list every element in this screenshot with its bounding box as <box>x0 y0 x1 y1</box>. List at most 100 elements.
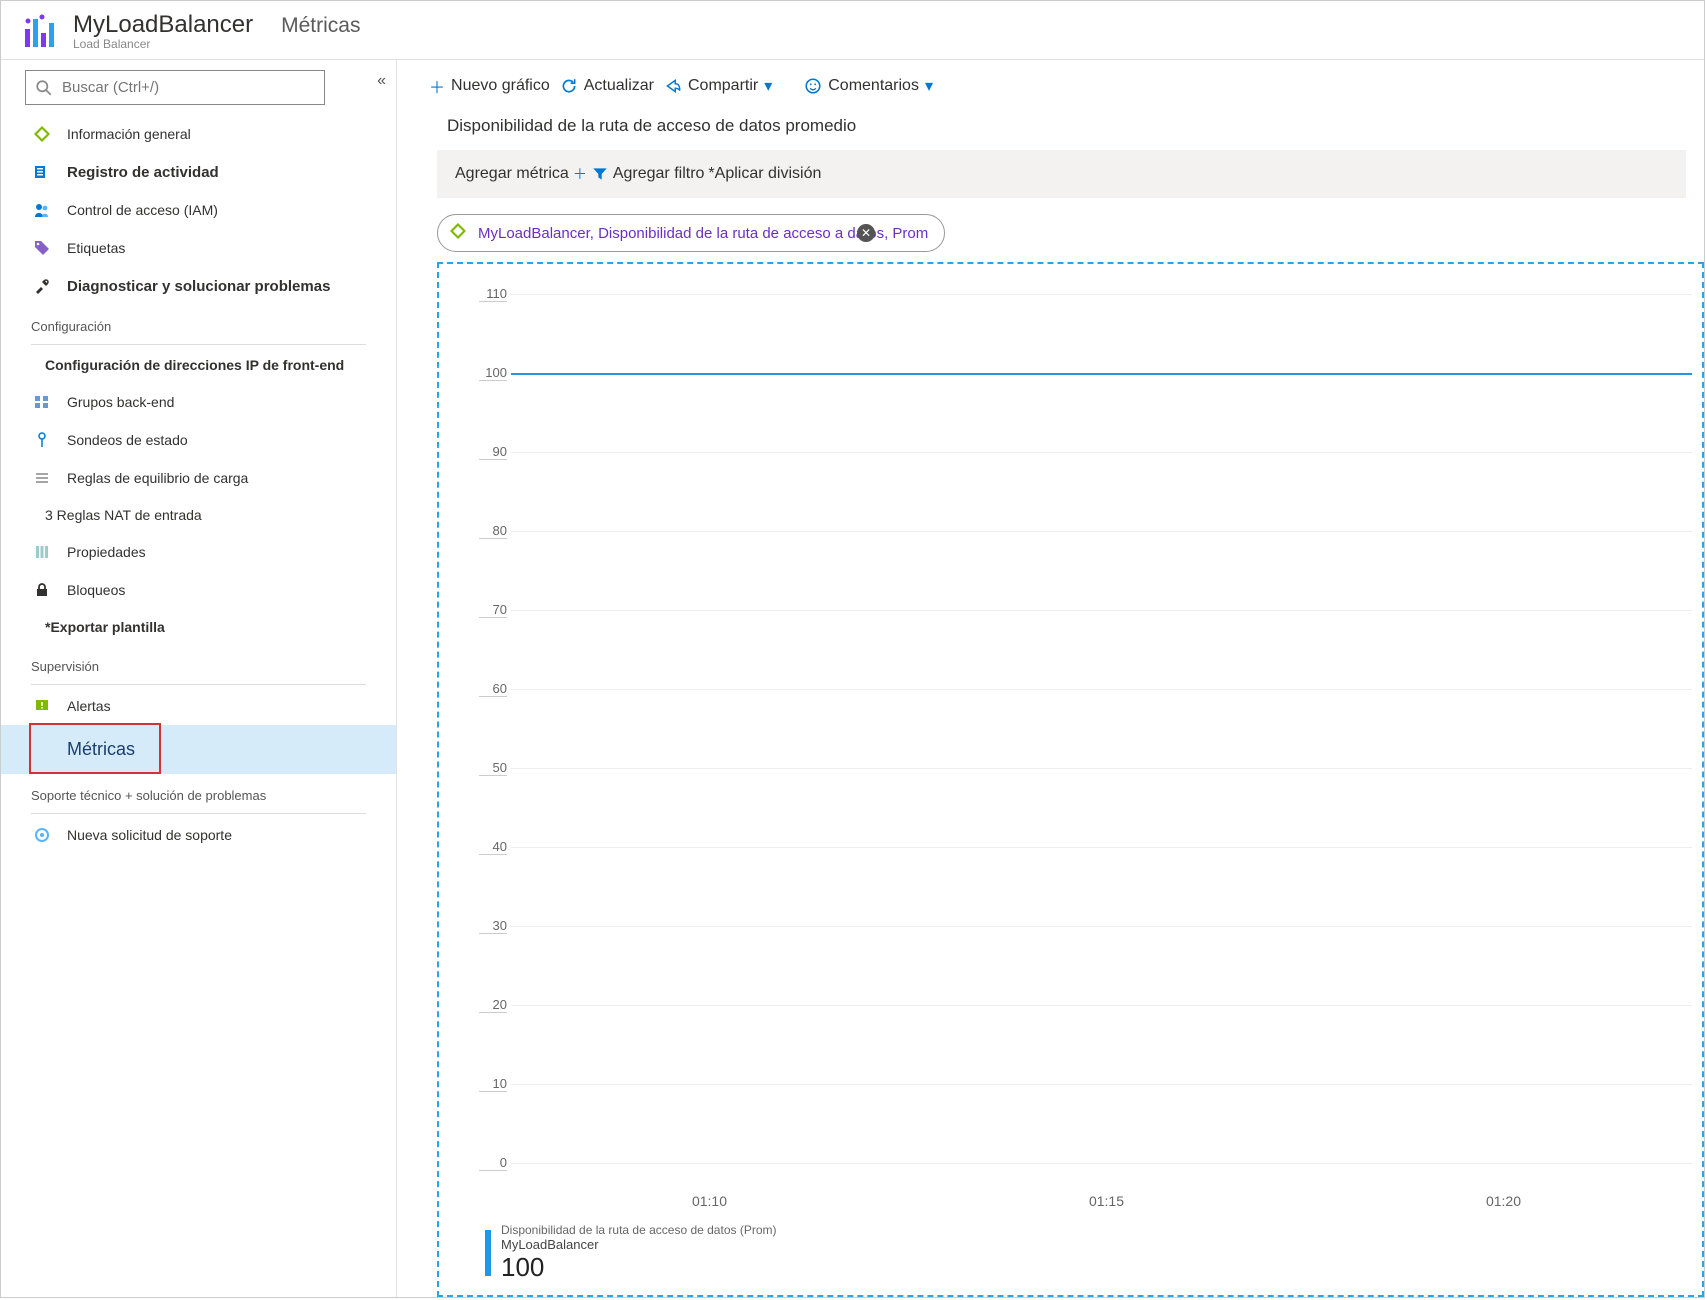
sidebar-item[interactable]: Nueva solicitud de soporte <box>1 816 396 854</box>
toolbar-label: Agregar métrica <box>455 165 569 183</box>
toolbar-label: Nuevo gráfico <box>451 77 550 95</box>
sidebar-item[interactable]: Propiedades <box>1 533 396 571</box>
sidebar-item-label: Sondeos de estado <box>67 432 188 448</box>
pool-icon <box>31 393 53 411</box>
app-root: MyLoadBalancer Métricas Load Balancer « … <box>0 0 1705 1298</box>
sidebar-item[interactable]: Diagnosticar y solucionar problemas <box>1 267 396 305</box>
new-chart-button[interactable]: ＋ Nuevo gráfico <box>429 74 550 98</box>
sidebar: « Información general Registro de activid… <box>1 60 397 1297</box>
sidebar-item-label: Etiquetas <box>67 240 125 256</box>
sidebar-item-label: Bloqueos <box>67 582 125 598</box>
rules-icon <box>31 469 53 487</box>
toolbar-label: *Aplicar división <box>708 165 821 183</box>
add-filter-button[interactable]: Agregar filtro <box>591 165 705 183</box>
toolbar-label: Actualizar <box>584 77 654 95</box>
probe-icon <box>31 431 53 449</box>
chart-y-tick: 110 <box>479 286 507 302</box>
people-icon <box>31 201 53 219</box>
chart-y-tick: 10 <box>479 1076 507 1092</box>
divider <box>31 684 366 685</box>
main-content: ＋ Nuevo gráfico Actualizar Compartir ▾ <box>397 60 1704 1297</box>
refresh-button[interactable]: Actualizar <box>560 77 654 95</box>
legend-resource: MyLoadBalancer <box>501 1237 776 1252</box>
share-button[interactable]: Compartir ▾ <box>664 76 772 96</box>
refresh-icon <box>560 77 578 95</box>
chart-gridline <box>511 1163 1692 1164</box>
resource-mini-icon <box>448 221 468 245</box>
chart-gridline <box>511 926 1692 927</box>
chart-y-tick: 70 <box>479 602 507 618</box>
apply-split-button[interactable]: *Aplicar división <box>708 165 821 183</box>
sidebar-item[interactable]: Métricas <box>1 725 396 774</box>
chart-x-tick: 01:15 <box>908 1193 1305 1209</box>
chart-toolbar: Agregar métrica ＋ Agregar filtro *Aplica… <box>437 150 1686 198</box>
toolbar-label: Agregar filtro <box>613 165 705 183</box>
support-icon <box>31 826 53 844</box>
sidebar-item[interactable]: Información general <box>1 115 396 153</box>
sidebar-item-label: Información general <box>67 126 191 142</box>
add-metric-button[interactable]: Agregar métrica ＋ <box>455 164 587 184</box>
page-section: Métricas <box>281 14 360 38</box>
sidebar-item[interactable]: Reglas de equilibrio de carga <box>1 459 396 497</box>
remove-metric-button[interactable]: ✕ <box>857 224 875 242</box>
sidebar-item[interactable]: Grupos back-end <box>1 383 396 421</box>
chart-y-tick: 50 <box>479 760 507 776</box>
sidebar-item[interactable]: Etiquetas <box>1 229 396 267</box>
divider <box>31 344 366 345</box>
metrics-toolbar: ＋ Nuevo gráfico Actualizar Compartir ▾ <box>397 60 1704 112</box>
toolbar-label: Compartir <box>688 77 758 95</box>
chart-x-axis: 01:1001:1501:20 <box>439 1193 1702 1209</box>
tools-icon <box>31 277 53 295</box>
chart-plot: 0102030405060708090100110 <box>439 264 1702 1193</box>
search-input[interactable] <box>25 70 325 105</box>
chart-gridline <box>511 689 1692 690</box>
chart-y-tick: 90 <box>479 444 507 460</box>
sidebar-item[interactable]: 3 Reglas NAT de entrada <box>1 497 396 533</box>
chart-gridline <box>511 1005 1692 1006</box>
metric-chip[interactable]: MyLoadBalancer, Disponibilidad de la rut… <box>437 214 945 252</box>
sidebar-item[interactable]: Control de acceso (IAM) <box>1 191 396 229</box>
sidebar-item[interactable]: Configuración de direcciones IP de front… <box>1 347 396 383</box>
diamond-icon <box>31 125 53 143</box>
chevron-down-icon: ▾ <box>764 76 772 96</box>
chart-x-tick: 01:10 <box>511 1193 908 1209</box>
page-header: MyLoadBalancer Métricas Load Balancer <box>1 1 1704 60</box>
chart-gridline <box>511 452 1692 453</box>
chart-y-tick: 60 <box>479 681 507 697</box>
chart-y-tick: 40 <box>479 839 507 855</box>
sidebar-group-config: Configuración <box>1 305 396 340</box>
plus-icon: ＋ <box>573 164 587 184</box>
sidebar-group-support: Soporte técnico + solución de problemas <box>1 774 396 809</box>
sidebar-item-label: 3 Reglas NAT de entrada <box>45 507 202 523</box>
sidebar-item[interactable]: Bloqueos <box>1 571 396 609</box>
search-icon <box>35 79 53 97</box>
chart-y-tick: 80 <box>479 523 507 539</box>
chart-y-tick: 30 <box>479 918 507 934</box>
page-subtitle: Load Balancer <box>73 37 360 51</box>
sidebar-item-label: Grupos back-end <box>67 394 174 410</box>
sidebar-item[interactable]: Alertas <box>1 687 396 725</box>
legend-color-swatch <box>485 1230 491 1276</box>
smiley-icon <box>804 77 822 95</box>
activity-icon <box>31 163 53 181</box>
sidebar-item[interactable]: Registro de actividad <box>1 153 396 191</box>
sidebar-item-label: Registro de actividad <box>67 164 219 181</box>
chart-legend: Disponibilidad de la ruta de acceso de d… <box>439 1217 1702 1295</box>
filter-icon <box>591 165 609 183</box>
toolbar-label: Comentarios <box>828 77 919 95</box>
chevron-down-icon: ▾ <box>925 76 933 96</box>
chart-x-tick: 01:20 <box>1305 1193 1702 1209</box>
chart-gridline <box>511 610 1692 611</box>
collapse-sidebar-button[interactable]: « <box>377 72 386 90</box>
sidebar-item[interactable]: *Exportar plantilla <box>1 609 396 645</box>
sidebar-item-label: Nueva solicitud de soporte <box>67 827 232 843</box>
chart-title: Disponibilidad de la ruta de acceso de d… <box>397 112 1704 150</box>
chart-y-tick: 0 <box>479 1155 507 1171</box>
legend-value: 100 <box>501 1252 776 1283</box>
feedback-button[interactable]: Comentarios ▾ <box>804 76 933 96</box>
sidebar-item-label: Propiedades <box>67 544 146 560</box>
sidebar-item-label: Métricas <box>67 739 135 760</box>
sidebar-item-label: Alertas <box>67 698 111 714</box>
sidebar-item[interactable]: Sondeos de estado <box>1 421 396 459</box>
sidebar-item-label: Configuración de direcciones IP de front… <box>45 357 344 373</box>
